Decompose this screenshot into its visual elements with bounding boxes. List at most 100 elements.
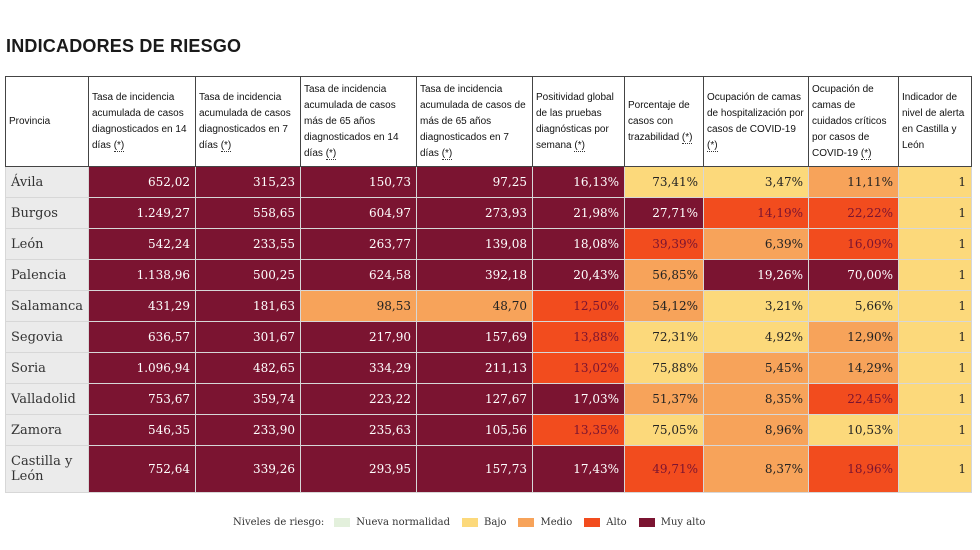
value-cell: 54,12% <box>624 290 704 322</box>
footnote-link[interactable]: (*) <box>325 147 337 160</box>
province-cell: Ávila <box>5 166 89 198</box>
value-cell: 6,39% <box>703 228 809 260</box>
legend-item: Alto <box>584 517 627 528</box>
value-cell: 500,25 <box>195 259 301 291</box>
value-cell: 18,96% <box>808 445 899 493</box>
footnote-link[interactable]: (*) <box>113 139 125 152</box>
column-header: Ocupación de camas de cuidados críticos … <box>808 76 899 167</box>
value-cell: 13,35% <box>532 414 625 446</box>
legend-swatch <box>334 518 351 527</box>
legend-item-label: Medio <box>540 517 573 528</box>
footnote-link[interactable]: (*) <box>441 147 453 160</box>
value-cell: 1.138,96 <box>88 259 196 291</box>
footnote-link[interactable]: (*) <box>220 139 232 152</box>
legend-item: Nueva normalidad <box>334 517 450 528</box>
value-cell: 70,00% <box>808 259 899 291</box>
value-cell: 558,65 <box>195 197 301 229</box>
value-cell: 14,19% <box>703 197 809 229</box>
value-cell: 13,02% <box>532 352 625 384</box>
value-cell: 482,65 <box>195 352 301 384</box>
table-body: Ávila 652,02 315,23 150,73 97,25 16,13% 73,41%… <box>5 166 972 493</box>
legend-item-label: Bajo <box>484 517 507 528</box>
table-header-row: Provincia Tasa de incidencia acumulada de… <box>5 76 972 167</box>
legend-item-label: Nueva normalidad <box>356 517 451 528</box>
value-cell: 431,29 <box>88 290 196 322</box>
value-cell: 22,45% <box>808 383 899 415</box>
value-cell: 48,70 <box>416 290 533 322</box>
value-cell: 624,58 <box>300 259 417 291</box>
table-row: Zamora 546,35 233,90 235,63 105,56 13,35% 75,0… <box>5 414 972 446</box>
value-cell: 27,71% <box>624 197 704 229</box>
value-cell: 293,95 <box>300 445 417 493</box>
legend-swatch <box>518 518 535 527</box>
value-cell: 8,96% <box>703 414 809 446</box>
value-cell: 392,18 <box>416 259 533 291</box>
value-cell: 12,50% <box>532 290 625 322</box>
table-row: León 542,24 233,55 263,77 139,08 18,08% 39,39%… <box>5 228 972 260</box>
value-cell: 1 <box>898 197 972 229</box>
column-header-label: Ocupación de camas de hospitalización po… <box>707 91 804 135</box>
value-cell: 21,98% <box>532 197 625 229</box>
table-row: Soria 1.096,94 482,65 334,29 211,13 13,02% 75,… <box>5 352 972 384</box>
value-cell: 235,63 <box>300 414 417 446</box>
legend-item: Muy alto <box>638 517 706 528</box>
legend-swatch <box>638 518 655 527</box>
province-cell: Soria <box>5 352 89 384</box>
value-cell: 49,71% <box>624 445 704 493</box>
column-header-label: Positividad global de las pruebas diagnó… <box>536 91 614 151</box>
value-cell: 1.096,94 <box>88 352 196 384</box>
footnote-link[interactable]: (*) <box>707 139 718 152</box>
column-header: Provincia <box>5 76 89 167</box>
value-cell: 1 <box>898 352 972 384</box>
value-cell: 18,08% <box>532 228 625 260</box>
value-cell: 105,56 <box>416 414 533 446</box>
table-row: Segovia 636,57 301,67 217,90 157,69 13,88% 72,… <box>5 321 972 353</box>
value-cell: 1 <box>898 290 972 322</box>
value-cell: 19,26% <box>703 259 809 291</box>
footnote-link[interactable]: (*) <box>574 139 585 152</box>
value-cell: 20,43% <box>532 259 625 291</box>
value-cell: 157,73 <box>416 445 533 493</box>
footnote-link[interactable]: (*) <box>860 147 872 160</box>
province-cell: Castilla y León <box>5 445 89 493</box>
value-cell: 1 <box>898 321 972 353</box>
value-cell: 14,29% <box>808 352 899 384</box>
value-cell: 301,67 <box>195 321 301 353</box>
value-cell: 1 <box>898 414 972 446</box>
province-cell: Valladolid <box>5 383 89 415</box>
value-cell: 3,47% <box>703 166 809 198</box>
value-cell: 1 <box>898 383 972 415</box>
province-cell: León <box>5 228 89 260</box>
legend-item-label: Muy alto <box>660 517 706 528</box>
value-cell: 56,85% <box>624 259 704 291</box>
value-cell: 359,74 <box>195 383 301 415</box>
value-cell: 8,35% <box>703 383 809 415</box>
value-cell: 604,97 <box>300 197 417 229</box>
value-cell: 334,29 <box>300 352 417 384</box>
value-cell: 16,09% <box>808 228 899 260</box>
value-cell: 11,11% <box>808 166 899 198</box>
value-cell: 1 <box>898 259 972 291</box>
province-cell: Zamora <box>5 414 89 446</box>
column-header-label: Tasa de incidencia acumulada de casos di… <box>92 91 187 151</box>
value-cell: 753,67 <box>88 383 196 415</box>
legend-label: Niveles de riesgo: <box>233 517 325 528</box>
column-header: Ocupación de camas de hospitalización po… <box>703 76 809 167</box>
legend-item: Medio <box>518 517 572 528</box>
column-header: Porcentaje de casos con trazabilidad (*) <box>624 76 704 167</box>
value-cell: 13,88% <box>532 321 625 353</box>
value-cell: 157,69 <box>416 321 533 353</box>
value-cell: 139,08 <box>416 228 533 260</box>
value-cell: 263,77 <box>300 228 417 260</box>
footnote-link[interactable]: (*) <box>681 131 693 144</box>
value-cell: 75,88% <box>624 352 704 384</box>
table-row: Castilla y León 752,64 339,26 293,95 157,73 1… <box>5 445 972 493</box>
column-header: Tasa de incidencia acumulada de casos di… <box>195 76 301 167</box>
column-header-label: Tasa de incidencia acumulada de casos di… <box>199 91 291 151</box>
value-cell: 542,24 <box>88 228 196 260</box>
value-cell: 223,22 <box>300 383 417 415</box>
province-cell: Salamanca <box>5 290 89 322</box>
table-row: Burgos 1.249,27 558,65 604,97 273,93 21,98% 27… <box>5 197 972 229</box>
value-cell: 10,53% <box>808 414 899 446</box>
risk-indicators-table: Provincia Tasa de incidencia acumulada de… <box>5 76 972 493</box>
